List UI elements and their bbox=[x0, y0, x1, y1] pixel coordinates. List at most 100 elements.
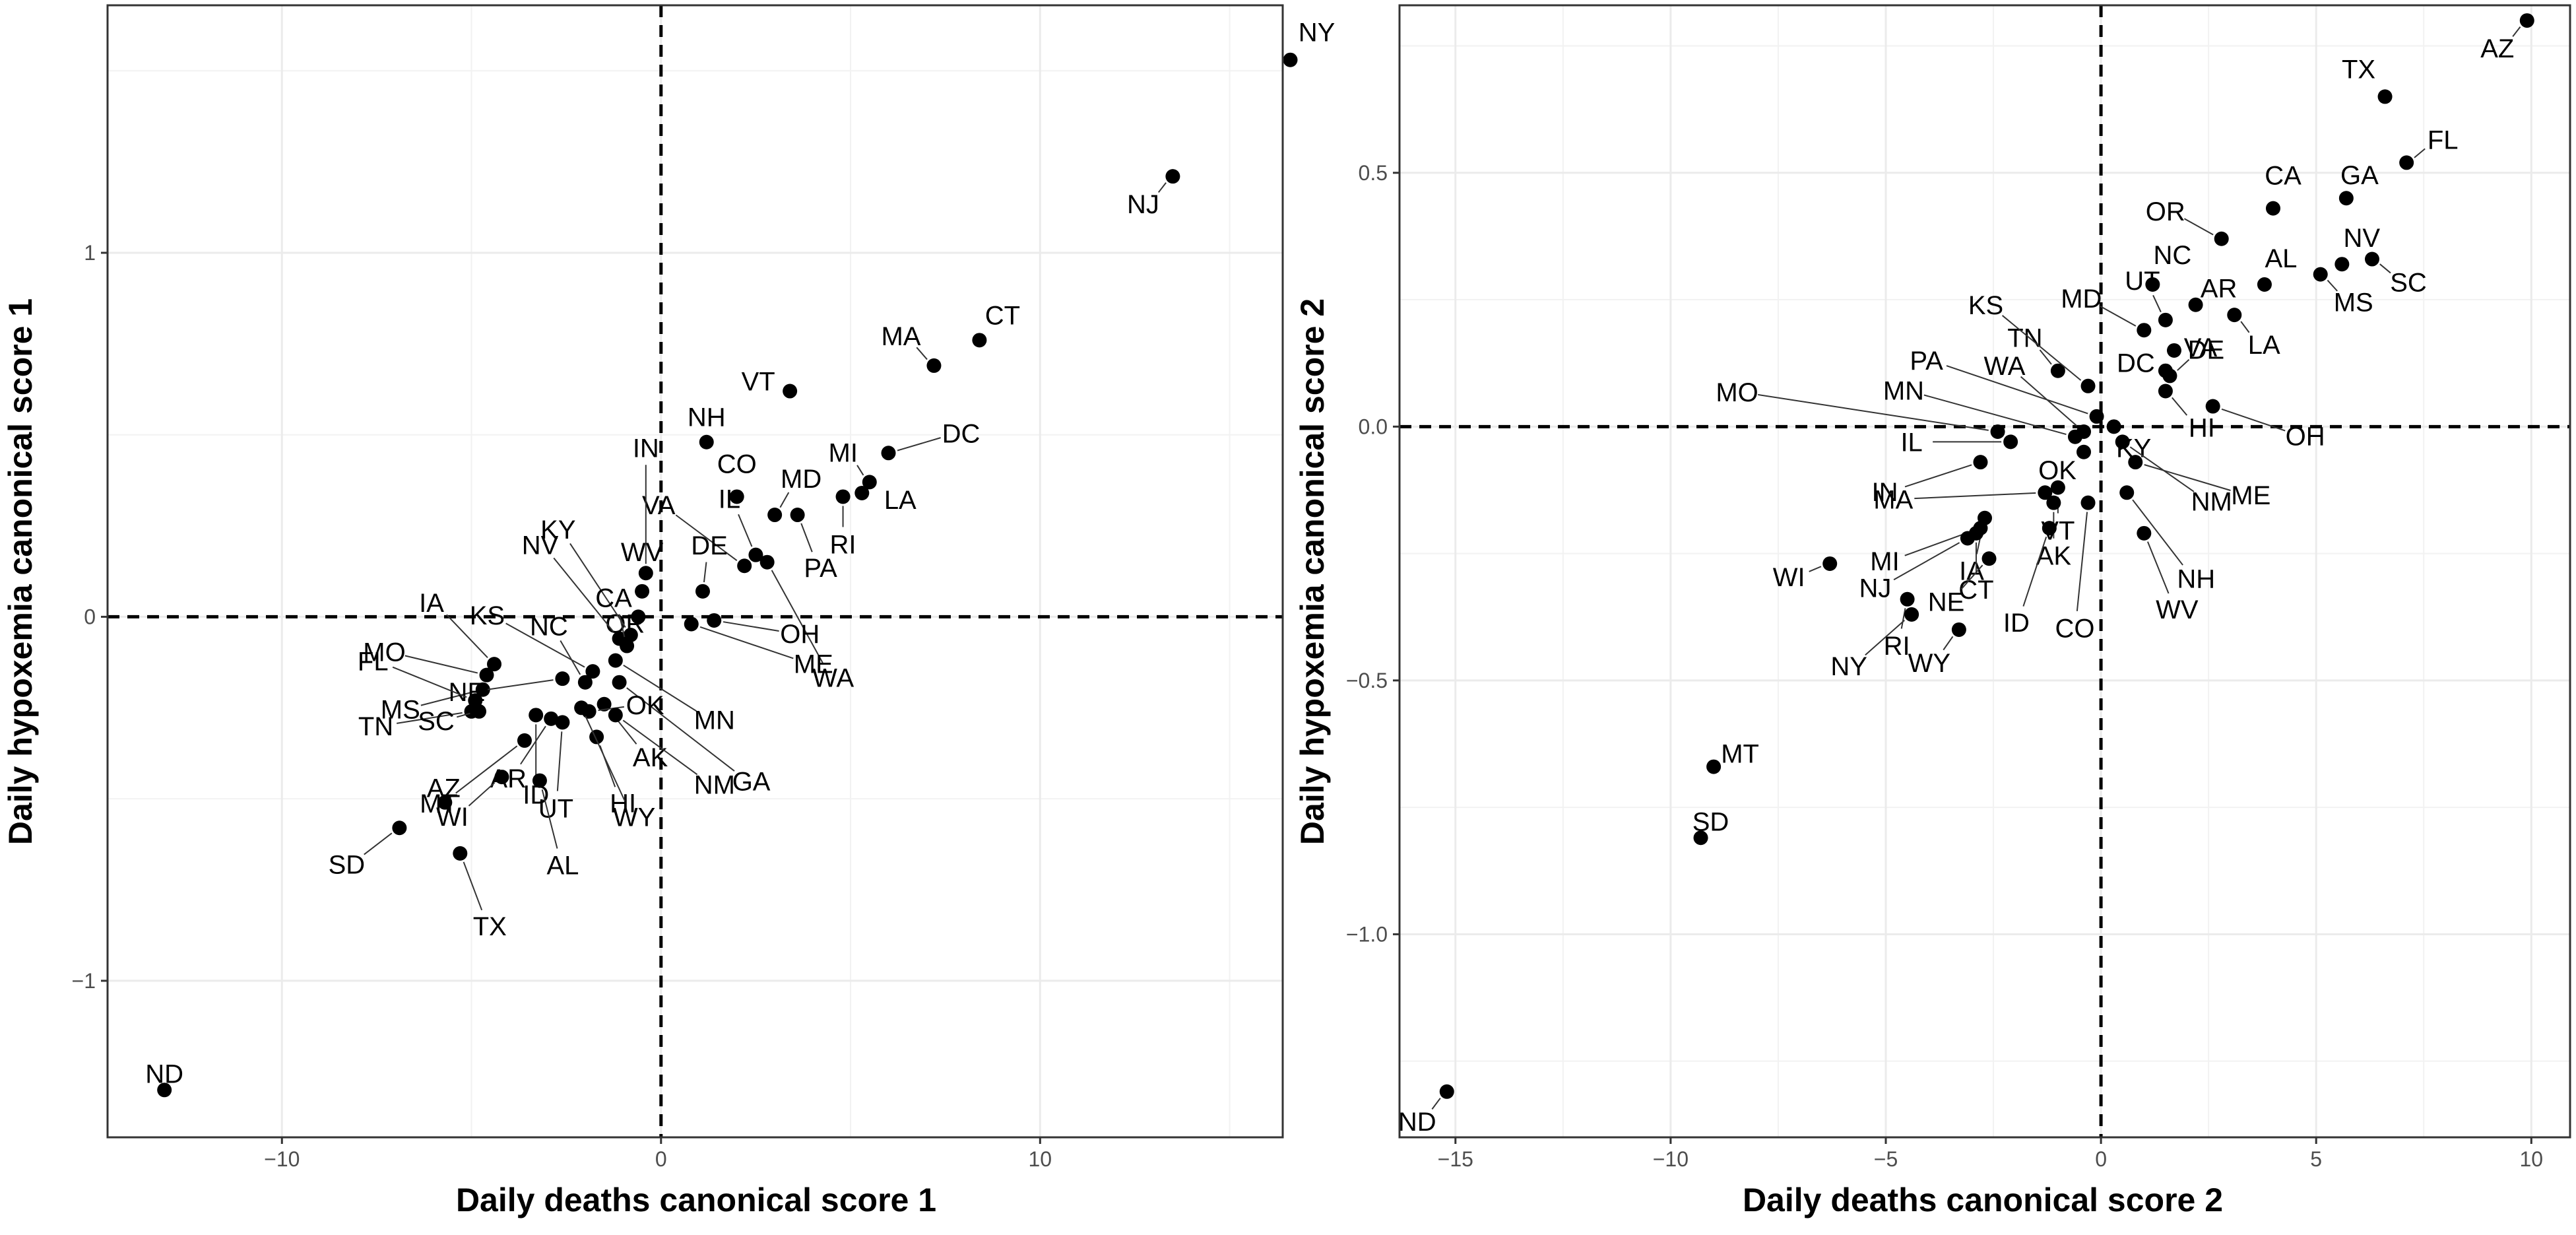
leader-line-md bbox=[2100, 306, 2137, 327]
point-label-ok: OK bbox=[626, 691, 664, 720]
leader-line-wi bbox=[1809, 566, 1822, 572]
y-tick-label: 0.5 bbox=[1359, 161, 1388, 185]
x-tick-label: 5 bbox=[2310, 1147, 2322, 1171]
point-label-hi: HI bbox=[2189, 413, 2215, 442]
point-wi bbox=[494, 770, 509, 785]
point-mt bbox=[1706, 759, 1722, 774]
point-ri bbox=[835, 489, 851, 504]
point-label-il: IL bbox=[1900, 428, 1922, 457]
point-label-nv: NV bbox=[2344, 224, 2381, 253]
point-label-ak: AK bbox=[633, 743, 668, 772]
point-label-sc: SC bbox=[418, 707, 455, 736]
point-label-md: MD bbox=[2061, 284, 2102, 314]
point-ia bbox=[487, 657, 502, 672]
point-nv bbox=[2334, 257, 2350, 272]
point-label-wa: WA bbox=[1984, 352, 2026, 381]
point-label-wv: WV bbox=[621, 538, 664, 567]
point-or bbox=[631, 609, 646, 624]
point-mt bbox=[517, 733, 532, 748]
point-label-co: CO bbox=[2055, 615, 2095, 644]
point-label-ca: CA bbox=[2265, 162, 2302, 191]
leader-line-nc bbox=[560, 640, 581, 675]
point-label-me: ME bbox=[2231, 481, 2270, 510]
point-nm bbox=[608, 708, 623, 723]
point-va bbox=[737, 558, 752, 574]
point-label-mi: MI bbox=[1870, 547, 1899, 576]
point-va bbox=[2166, 343, 2181, 358]
x-tick-label: 0 bbox=[2095, 1147, 2107, 1171]
point-label-la: LA bbox=[884, 486, 917, 515]
leader-line-nd bbox=[1431, 1098, 1441, 1110]
point-wv bbox=[635, 584, 650, 599]
leader-line-ny bbox=[1865, 620, 1905, 656]
point-label-ga: GA bbox=[2340, 161, 2379, 190]
leader-line-id bbox=[2022, 537, 2047, 607]
y-axis-title: Daily hypoxemia canonical score 2 bbox=[1294, 298, 1331, 845]
point-label-ms: MS bbox=[2334, 288, 2373, 317]
y-tick-label: 1 bbox=[84, 241, 96, 265]
point-label-id: ID bbox=[2003, 609, 2030, 638]
leader-line-mo bbox=[1758, 393, 1989, 431]
point-ca bbox=[2265, 201, 2280, 216]
leader-line-wa bbox=[771, 570, 823, 663]
point-nh bbox=[699, 434, 714, 450]
point-label-ut: UT bbox=[538, 794, 573, 823]
point-label-or: OR bbox=[2146, 197, 2185, 226]
leader-line-ma bbox=[916, 347, 928, 360]
point-fl bbox=[2399, 155, 2414, 170]
y-tick-label: −0.5 bbox=[1346, 669, 1388, 692]
point-label-ma: MA bbox=[1873, 485, 1913, 514]
point-label-ri: RI bbox=[1884, 632, 1910, 661]
x-tick-label: −15 bbox=[1438, 1147, 1473, 1171]
point-label-az: AZ bbox=[2480, 34, 2514, 63]
point-label-ny: NY bbox=[1830, 652, 1867, 681]
point-sd bbox=[392, 820, 407, 836]
point-label-pa: PA bbox=[1910, 347, 1943, 376]
leader-line-sc bbox=[457, 712, 470, 718]
leader-line-ga bbox=[626, 687, 735, 772]
point-label-va: VA bbox=[2184, 333, 2218, 362]
point-label-wy: WY bbox=[1908, 649, 1950, 678]
leader-line-hi bbox=[2172, 397, 2188, 416]
point-label-nc: NC bbox=[530, 613, 568, 642]
leader-line-mt bbox=[455, 745, 518, 794]
point-label-nh: NH bbox=[2177, 564, 2215, 593]
point-label-mt: MT bbox=[1721, 740, 1759, 769]
point-ky bbox=[623, 628, 638, 643]
point-label-al: AL bbox=[2265, 244, 2297, 273]
point-co bbox=[729, 489, 744, 504]
point-label-ky: KY bbox=[540, 516, 575, 545]
point-label-nv: NV bbox=[522, 531, 559, 560]
point-label-ri: RI bbox=[830, 530, 856, 559]
point-il bbox=[2003, 434, 2018, 450]
point-label-mn: MN bbox=[1883, 377, 1924, 406]
leader-line-mo bbox=[404, 655, 478, 674]
point-in bbox=[638, 566, 653, 581]
point-label-tn: TN bbox=[358, 712, 393, 741]
point-mn bbox=[2067, 429, 2082, 444]
point-label-de: DE bbox=[2188, 335, 2225, 364]
point-ks bbox=[2080, 378, 2096, 393]
point-ut bbox=[2158, 312, 2173, 327]
point-mo bbox=[479, 667, 494, 683]
point-label-wa: WA bbox=[812, 664, 854, 693]
point-la bbox=[2227, 308, 2242, 323]
leader-line-ky bbox=[569, 543, 626, 628]
leader-line-al bbox=[541, 789, 558, 849]
point-ok bbox=[2077, 444, 2092, 459]
point-label-ca: CA bbox=[595, 584, 632, 613]
leader-line-de bbox=[703, 562, 707, 583]
point-de bbox=[695, 584, 710, 599]
leader-line-ms bbox=[2327, 279, 2338, 292]
leader-line-tn bbox=[397, 712, 463, 724]
point-label-nd: ND bbox=[145, 1059, 183, 1088]
point-ar bbox=[2188, 297, 2203, 312]
point-label-sc: SC bbox=[2390, 269, 2427, 298]
point-ks bbox=[585, 664, 600, 679]
point-ms bbox=[2313, 267, 2328, 282]
point-me bbox=[684, 617, 699, 632]
point-label-fl: FL bbox=[2428, 125, 2459, 154]
leader-line-ri bbox=[1900, 608, 1906, 629]
point-label-wi: WI bbox=[1773, 563, 1805, 592]
leader-line-ar bbox=[520, 725, 546, 765]
